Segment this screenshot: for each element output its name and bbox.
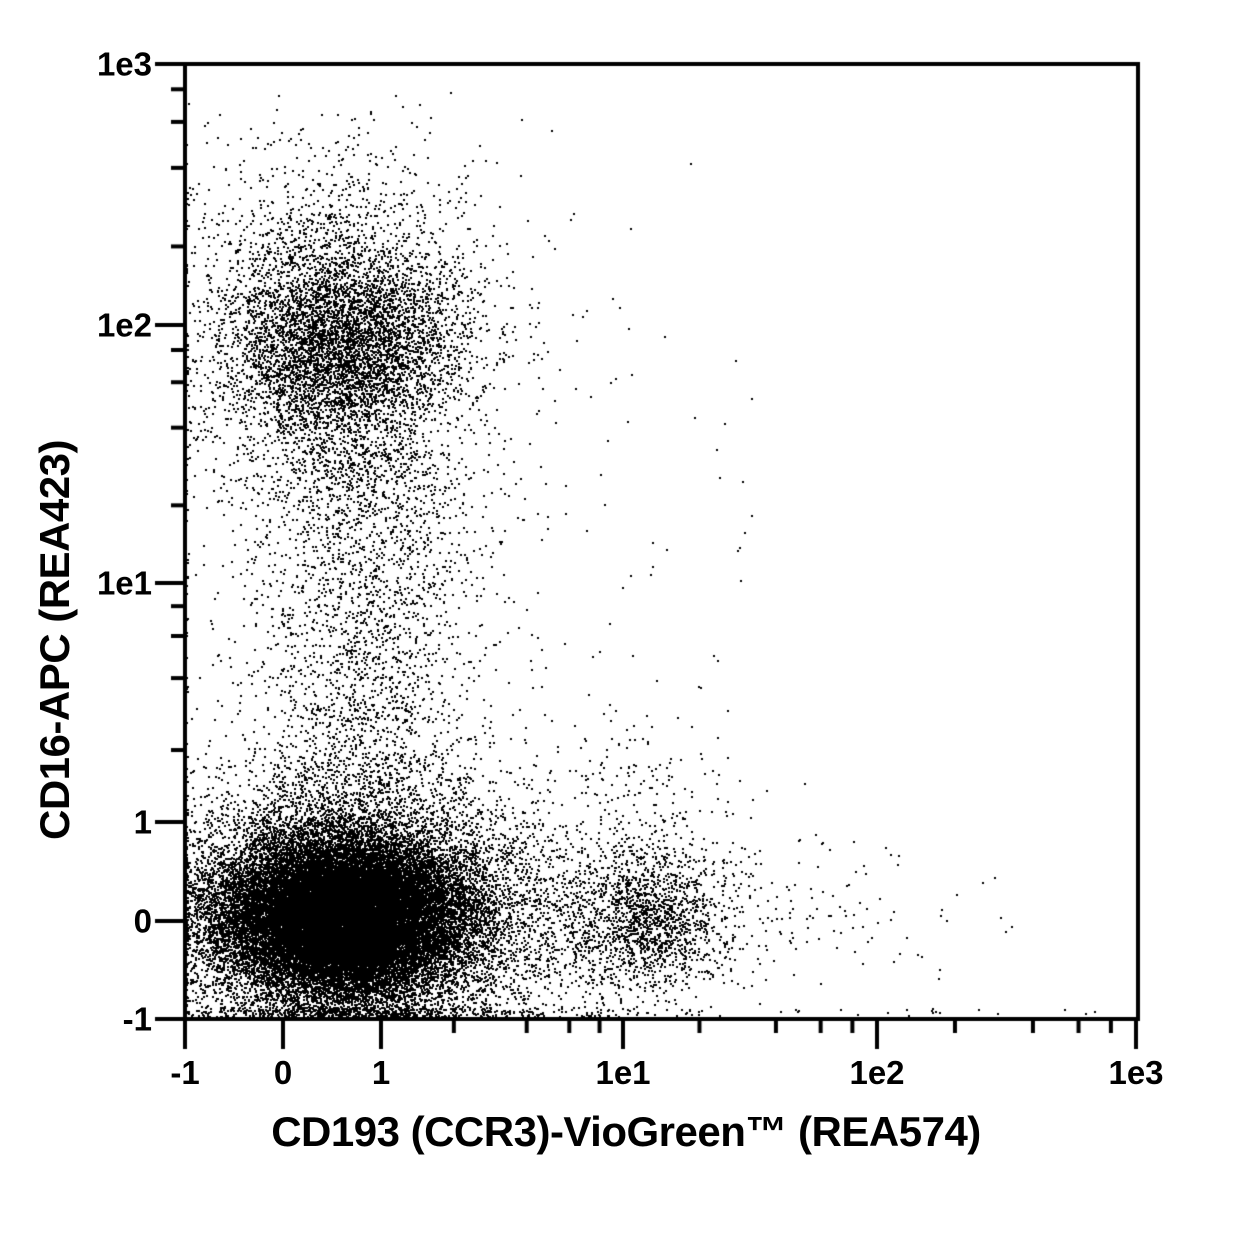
y-tick-label-1e3: 1e3: [96, 45, 152, 83]
y-tick-label-1e2: 1e2: [96, 306, 152, 344]
x-tick-label-1: 1: [371, 1054, 391, 1091]
x-axis-title: CD193 (CCR3)-VioGreen™ (REA574): [271, 1108, 981, 1155]
x-tick-label-0: 0: [273, 1054, 293, 1091]
x-tick-label-1e3: 1e3: [1108, 1054, 1164, 1091]
x-tick-label-1e2: 1e2: [849, 1054, 905, 1091]
y-axis-title: CD16-APC (REA423): [31, 440, 78, 840]
y-tick-label-0: 0: [133, 902, 152, 940]
y-tick-label--1: -1: [122, 1000, 152, 1038]
y-tick-label-1e1: 1e1: [96, 564, 152, 602]
x-tick-label-1e1: 1e1: [595, 1054, 651, 1091]
y-tick-label-1: 1: [133, 803, 152, 841]
x-tick-label--1: -1: [170, 1054, 200, 1091]
